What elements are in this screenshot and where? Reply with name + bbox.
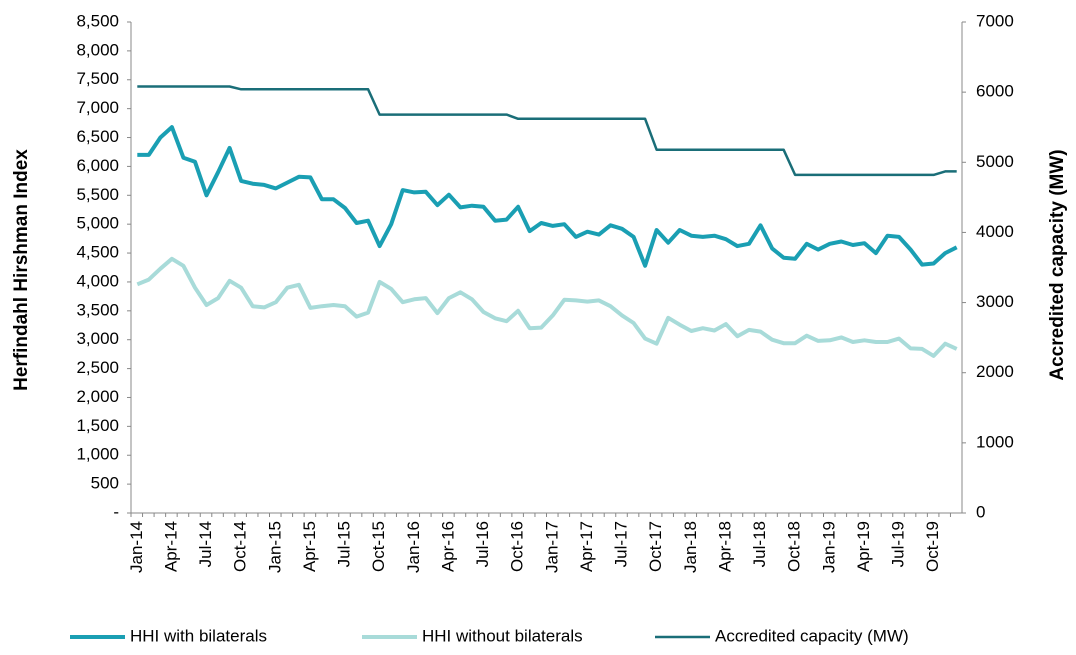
y-tick-label: 6,000: [76, 156, 119, 175]
y2-tick-label: 3000: [976, 292, 1014, 311]
y-tick-label: 5,500: [76, 185, 119, 204]
y-tick-label: 8,000: [76, 40, 119, 59]
y-tick-label: -: [113, 502, 119, 521]
y2-tick-label: 4000: [976, 222, 1014, 241]
x-tick-label: Jan-16: [404, 521, 423, 573]
line-series: [137, 85, 957, 177]
y-tick-label: 2,500: [76, 358, 119, 377]
y-tick-label: 7,500: [76, 69, 119, 88]
x-tick-label: Oct-18: [785, 521, 804, 572]
x-tick-label: Apr-14: [161, 521, 180, 572]
line-series: [136, 256, 958, 358]
y-tick-label: 4,500: [76, 243, 119, 262]
x-tick-label: Oct-15: [369, 521, 388, 572]
x-tick-label: Oct-19: [923, 521, 942, 572]
y-tick-label: 3,000: [76, 329, 119, 348]
x-tick-label: Jul-14: [196, 521, 215, 567]
x-tick-label: Apr-16: [438, 521, 457, 572]
y-tick-label: 500: [91, 474, 119, 493]
y-axis-label: Herfindahl Hirshman Index: [11, 149, 32, 391]
y-tick-label: 2,000: [76, 387, 119, 406]
x-tick-label: Oct-16: [508, 521, 527, 572]
y-tick-label: 3,500: [76, 300, 119, 319]
legend-label: HHI with bilaterals: [130, 626, 267, 645]
x-tick-label: Oct-17: [646, 521, 665, 572]
y-tick-label: 1,500: [76, 416, 119, 435]
line-series: [137, 125, 958, 268]
x-tick-label: Oct-14: [231, 521, 250, 572]
y2-tick-label: 2000: [976, 362, 1014, 381]
x-tick-label: Jul-15: [335, 521, 354, 567]
x-tick-label: Apr-17: [577, 521, 596, 572]
y2-axis-label: Accredited capacity (MW): [1047, 149, 1068, 380]
y-tick-label: 5,000: [76, 214, 119, 233]
y2-tick-label: 6000: [976, 82, 1014, 101]
x-tick-label: Jan-18: [681, 521, 700, 573]
legend-label: Accredited capacity (MW): [715, 626, 909, 645]
y2-tick-label: 0: [976, 502, 985, 521]
y2-tick-label: 1000: [976, 432, 1014, 451]
x-tick-label: Apr-19: [854, 521, 873, 572]
y-tick-label: 8,500: [76, 11, 119, 30]
y-tick-label: 6,500: [76, 127, 119, 146]
x-tick-label: Jan-15: [265, 521, 284, 573]
x-tick-label: Jul-18: [750, 521, 769, 567]
y-tick-label: 1,000: [76, 445, 119, 464]
x-tick-label: Jul-19: [889, 521, 908, 567]
x-tick-label: Jan-14: [127, 521, 146, 573]
x-tick-label: Jan-17: [542, 521, 561, 573]
y-tick-label: 7,000: [76, 98, 119, 117]
legend-label: HHI without bilaterals: [422, 626, 583, 645]
x-tick-label: Jul-16: [473, 521, 492, 567]
x-tick-label: Apr-15: [300, 521, 319, 572]
x-tick-label: Jan-19: [819, 521, 838, 573]
y-tick-label: 4,000: [76, 271, 119, 290]
x-tick-label: Apr-18: [715, 521, 734, 572]
y2-tick-label: 7000: [976, 11, 1014, 30]
x-tick-label: Jul-17: [612, 521, 631, 567]
y2-tick-label: 5000: [976, 152, 1014, 171]
